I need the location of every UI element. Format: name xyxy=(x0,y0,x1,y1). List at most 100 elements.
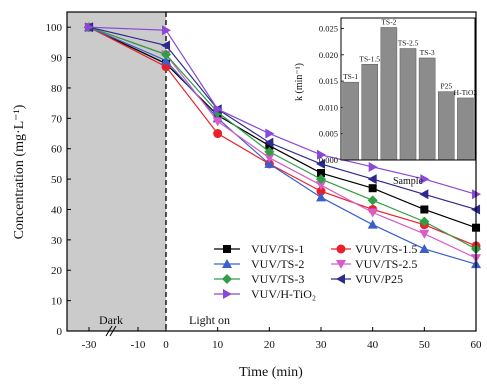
inset-bar xyxy=(437,91,455,161)
axis-break-mark xyxy=(105,325,117,337)
x-tick-label: 40 xyxy=(367,339,379,351)
data-point xyxy=(419,189,429,200)
data-point xyxy=(161,40,170,51)
inset-y-tick-label: 0.000 xyxy=(319,155,338,165)
legend-label: VUV/TS-1 xyxy=(251,242,304,256)
series-line-2 xyxy=(88,26,477,265)
y-tick-label: 10 xyxy=(51,296,63,308)
y-tick-label: 70 xyxy=(51,113,63,125)
data-point xyxy=(265,128,275,139)
data-point xyxy=(367,208,378,218)
legend-marker xyxy=(336,244,346,254)
y-tick-label: 20 xyxy=(51,265,63,277)
x-axis-title: Time (min) xyxy=(239,365,303,380)
inset-bar xyxy=(361,64,379,161)
legend-marker xyxy=(223,289,232,299)
inset-bar-label: P25 xyxy=(440,82,452,91)
inset-bar-label: TS-2 xyxy=(381,17,396,26)
legend-label: VUV/H-TiO₂ xyxy=(251,287,316,301)
dark-region xyxy=(67,12,166,331)
data-point xyxy=(420,174,430,185)
data-point xyxy=(316,174,327,185)
main-plot-frame xyxy=(66,11,477,332)
dark-annotation: Dark xyxy=(99,313,123,327)
data-point xyxy=(367,219,378,229)
series-line-3 xyxy=(88,26,477,259)
data-point xyxy=(368,184,377,193)
y-tick-label: 60 xyxy=(51,144,63,156)
inset-frame xyxy=(340,17,476,161)
x-tick-label: 30 xyxy=(316,339,328,351)
x-tick-label: 60 xyxy=(471,339,483,351)
legend-marker xyxy=(222,259,232,268)
inset-y-tick-label: 0.005 xyxy=(319,129,338,139)
legend-marker xyxy=(223,245,231,253)
data-point xyxy=(317,169,326,178)
inset-bar-label: TS-1.5 xyxy=(359,54,380,63)
legend-label: VUV/TS-3 xyxy=(251,272,304,286)
data-point xyxy=(367,174,377,185)
legend-marker xyxy=(222,274,232,284)
data-point xyxy=(264,146,275,157)
inset-y-tick-label: 0.025 xyxy=(319,24,338,34)
data-point xyxy=(213,104,223,115)
inset-y-tick-label: 0.010 xyxy=(319,102,338,112)
series-line-0 xyxy=(88,26,477,229)
inset-x-axis-title: Sample xyxy=(393,176,424,187)
y-tick-label: 30 xyxy=(51,235,63,247)
data-point xyxy=(212,117,223,127)
inset-bar xyxy=(342,81,359,161)
data-point xyxy=(85,22,94,33)
inset-bar xyxy=(399,48,417,161)
inset-bar-label: TS-2.5 xyxy=(398,39,419,48)
x-tick-label: 20 xyxy=(264,339,276,351)
data-point xyxy=(264,153,275,163)
y-axis-title: Concentration (mg·L⁻¹) xyxy=(12,104,27,239)
data-point xyxy=(367,195,378,206)
data-point xyxy=(264,137,274,148)
light-on-annotation: Light on xyxy=(189,313,230,327)
data-point xyxy=(213,129,223,139)
data-point xyxy=(161,49,171,60)
inset-bar xyxy=(418,57,436,161)
series-line-6 xyxy=(88,26,477,195)
y-tick-label: 40 xyxy=(51,204,63,216)
series-layer xyxy=(84,22,482,269)
data-point xyxy=(419,229,430,239)
legend-label: VUV/TS-2.5 xyxy=(355,257,417,271)
inset-bar-label: TS-1 xyxy=(343,72,358,81)
y-tick-label: 80 xyxy=(51,83,63,95)
inset-y-axis-title: k (min⁻¹) xyxy=(294,63,305,101)
x-tick-label: -30 xyxy=(82,339,97,351)
data-point xyxy=(264,158,275,168)
data-point xyxy=(419,216,430,227)
y-axis-ticks: 0 10 20 30 40 50 60 70 80 90 100 xyxy=(46,22,71,338)
series-line-1 xyxy=(88,26,477,247)
data-point xyxy=(265,141,274,150)
legend-label: VUV/P25 xyxy=(355,272,403,286)
inset-bar xyxy=(380,27,398,161)
inset-bar-label: H-TiO2 xyxy=(454,88,478,97)
x-tick-label: 10 xyxy=(212,339,224,351)
data-point xyxy=(316,192,327,202)
inset-bar xyxy=(457,97,474,161)
data-point xyxy=(316,186,326,196)
inset-y-tick-label: 0.020 xyxy=(319,50,338,60)
inset-bar-label: TS-3 xyxy=(420,48,435,57)
x-tick-label: 50 xyxy=(419,339,431,351)
x-tick-label: -10 xyxy=(131,339,146,351)
y-tick-label: 0 xyxy=(57,326,63,338)
data-point xyxy=(161,55,171,65)
legend-marker xyxy=(336,260,346,269)
data-point xyxy=(317,149,327,160)
y-tick-label: 50 xyxy=(51,174,63,186)
series-line-5 xyxy=(88,26,477,211)
y-tick-label: 100 xyxy=(46,22,63,34)
legend-label: VUV/TS-2 xyxy=(251,257,304,271)
data-point xyxy=(368,161,378,172)
legend-label: VUV/TS-1.5 xyxy=(355,242,417,256)
inset-y-tick-label: 0.015 xyxy=(319,76,338,86)
inset-bar-chart: 0.000 0.005 0.010 0.015 0.020 0.025 TS-1TS-1.5… xyxy=(319,17,478,165)
x-axis-ticks: -30 -10 0 10 20 30 40 50 60 xyxy=(82,327,482,351)
